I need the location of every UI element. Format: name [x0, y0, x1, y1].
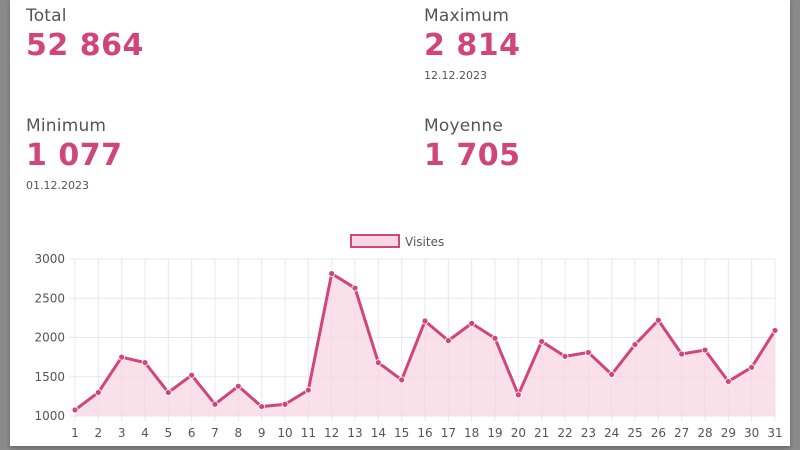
stat-total-value: 52 864 — [26, 28, 144, 63]
x-tick-label: 14 — [371, 426, 386, 440]
stat-minimum-date: 01.12.2023 — [26, 179, 89, 192]
data-point — [398, 376, 406, 384]
x-tick-label: 21 — [534, 426, 549, 440]
x-tick-label: 24 — [604, 426, 619, 440]
x-tick-label: 12 — [324, 426, 339, 440]
stat-maximum: Maximum 2 814 12.12.2023 — [424, 6, 520, 82]
stat-moyenne-label: Moyenne — [424, 116, 503, 136]
stat-moyenne: Moyenne 1 705 — [424, 116, 520, 173]
x-tick-label: 23 — [581, 426, 596, 440]
x-tick-label: 25 — [627, 426, 642, 440]
x-tick-label: 2 — [95, 426, 103, 440]
data-point — [468, 319, 476, 327]
data-point — [491, 334, 499, 342]
data-point — [351, 284, 359, 292]
legend-swatch — [350, 234, 400, 248]
y-tick-label: 2500 — [34, 291, 65, 305]
legend-label: Visites — [405, 235, 444, 249]
data-point — [608, 370, 616, 378]
x-tick-label: 30 — [744, 426, 759, 440]
x-tick-label: 9 — [258, 426, 266, 440]
stat-moyenne-value: 1 705 — [424, 138, 521, 173]
x-tick-label: 16 — [417, 426, 432, 440]
data-point — [561, 352, 569, 360]
data-point — [514, 391, 522, 399]
x-tick-label: 18 — [464, 426, 479, 440]
x-tick-label: 22 — [557, 426, 572, 440]
x-tick-label: 5 — [165, 426, 173, 440]
stat-minimum-value: 1 077 — [26, 138, 123, 173]
data-point — [258, 403, 266, 410]
data-point — [71, 406, 79, 414]
stat-maximum-value: 2 814 — [424, 28, 521, 63]
x-tick-label: 17 — [441, 426, 456, 440]
x-tick-label: 6 — [188, 426, 196, 440]
data-point — [538, 338, 546, 345]
y-tick-label: 1500 — [34, 370, 65, 384]
x-tick-label: 19 — [487, 426, 502, 440]
data-point — [118, 353, 126, 361]
data-point — [328, 270, 336, 278]
x-tick-label: 27 — [674, 426, 689, 440]
data-point — [164, 389, 172, 396]
x-tick-label: 20 — [511, 426, 526, 440]
y-tick-label: 3000 — [34, 252, 65, 266]
data-point — [444, 337, 452, 345]
x-tick-label: 1 — [71, 426, 79, 440]
data-point — [654, 316, 662, 324]
stat-maximum-date: 12.12.2023 — [424, 69, 487, 82]
data-point — [421, 317, 429, 325]
stat-total-label: Total — [26, 6, 67, 26]
data-point — [724, 378, 732, 385]
data-point — [678, 350, 686, 358]
data-point — [584, 349, 592, 356]
data-point — [234, 382, 242, 390]
x-tick-label: 15 — [394, 426, 409, 440]
y-tick-label: 1000 — [34, 409, 65, 423]
x-tick-label: 10 — [277, 426, 292, 440]
data-point — [374, 359, 382, 367]
series-visites-area — [75, 273, 775, 416]
x-tick-label: 28 — [697, 426, 712, 440]
data-point — [748, 363, 756, 371]
data-point — [304, 386, 312, 394]
data-point — [281, 400, 289, 408]
data-point — [701, 346, 709, 354]
y-tick-label: 2000 — [34, 331, 65, 345]
data-point — [188, 371, 196, 379]
x-tick-label: 26 — [651, 426, 666, 440]
x-tick-label: 3 — [118, 426, 126, 440]
x-tick-label: 7 — [211, 426, 219, 440]
x-tick-label: 4 — [141, 426, 149, 440]
stat-total: Total 52 864 — [26, 6, 144, 63]
x-tick-label: 31 — [767, 426, 782, 440]
stat-maximum-label: Maximum — [424, 6, 510, 26]
data-point — [631, 341, 639, 348]
x-tick-label: 13 — [347, 426, 362, 440]
data-point — [211, 400, 219, 408]
data-point — [771, 327, 779, 334]
x-tick-label: 29 — [721, 426, 736, 440]
stat-minimum-label: Minimum — [26, 116, 107, 136]
stat-minimum: Minimum 1 077 01.12.2023 — [26, 116, 122, 192]
data-point — [141, 359, 149, 367]
data-point — [94, 389, 102, 396]
x-tick-label: 11 — [301, 426, 316, 440]
x-tick-label: 8 — [235, 426, 243, 440]
